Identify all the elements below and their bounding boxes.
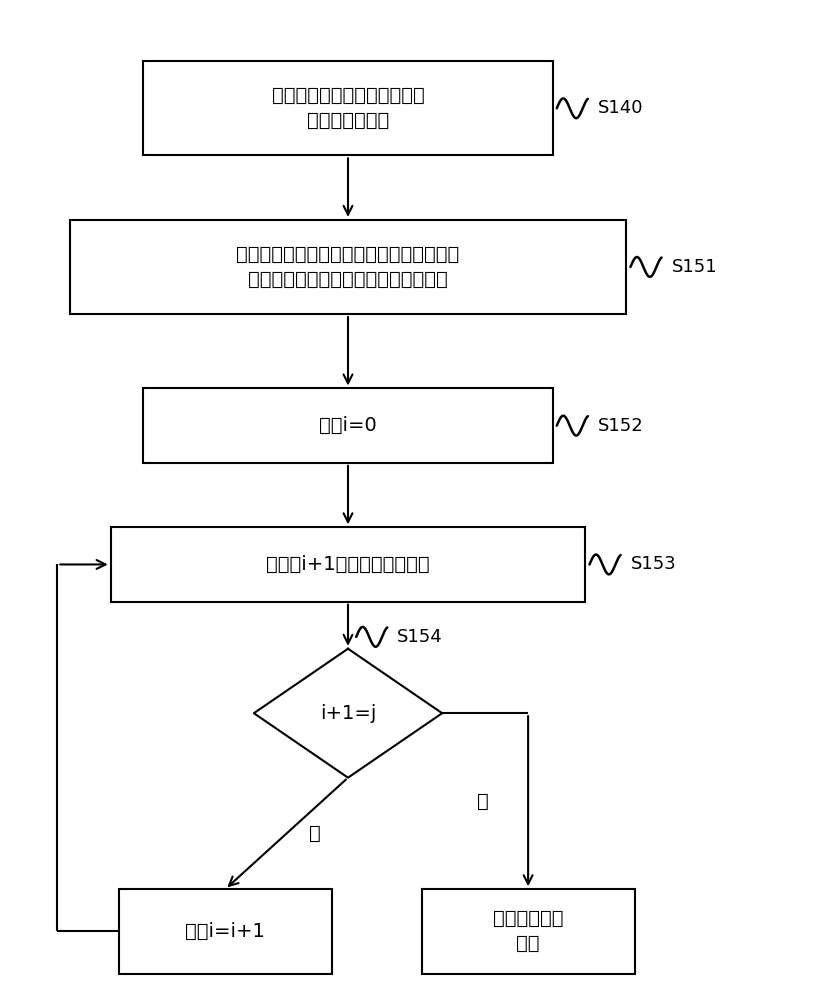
Text: S153: S153	[630, 555, 676, 573]
Text: S140: S140	[598, 99, 643, 117]
Text: 设置i=0: 设置i=0	[319, 416, 377, 435]
Text: S151: S151	[672, 258, 717, 276]
Text: 根据比例项确定直线控制环的
直线控制输出量: 根据比例项确定直线控制环的 直线控制输出量	[271, 86, 424, 130]
Polygon shape	[254, 649, 442, 778]
Bar	[69, 220, 626, 314]
Text: i+1=j: i+1=j	[320, 704, 376, 723]
Text: 计算当前控制周期的直线控制输出量与上一
控制周期的直线控制输出量之间的差值: 计算当前控制周期的直线控制输出量与上一 控制周期的直线控制输出量之间的差值	[237, 245, 460, 289]
Text: 结束当前控制
周期: 结束当前控制 周期	[493, 909, 563, 953]
Text: 否: 否	[309, 824, 321, 843]
Bar	[119, 889, 332, 974]
Text: 计算第i+1次增加的输出部分: 计算第i+1次增加的输出部分	[266, 555, 430, 574]
Bar	[143, 388, 552, 463]
Bar	[143, 61, 552, 155]
Text: S154: S154	[397, 628, 443, 646]
Bar	[422, 889, 634, 974]
Text: 设置i=i+1: 设置i=i+1	[185, 922, 265, 941]
Text: 是: 是	[477, 792, 489, 811]
Text: S152: S152	[598, 417, 643, 435]
Bar	[111, 527, 586, 602]
